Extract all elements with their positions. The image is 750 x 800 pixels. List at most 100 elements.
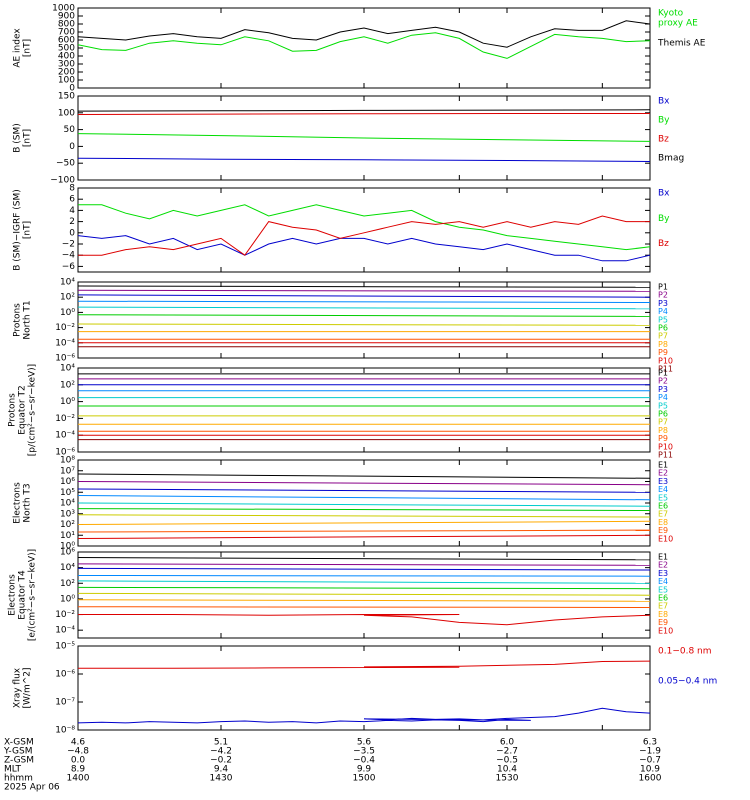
y-tick-label: 8 xyxy=(69,184,75,194)
y-tick-label: 10⁶ xyxy=(60,477,75,487)
series-line xyxy=(77,707,651,724)
legend-entry: E8 xyxy=(658,518,668,527)
legend-entry: P4 xyxy=(658,307,668,316)
x-row-value: 1430 xyxy=(210,774,233,784)
series-line xyxy=(77,502,651,507)
series-line xyxy=(77,113,650,115)
x-row-value: −0.7 xyxy=(639,756,661,766)
legend-entry: Kyoto xyxy=(658,9,684,19)
y-tick-label: 50 xyxy=(64,125,76,135)
y-tick-label: 100 xyxy=(58,108,75,118)
legend-entry: P8 xyxy=(658,426,668,435)
y-tick-label: 500 xyxy=(58,44,75,54)
legend-entry: E5 xyxy=(658,585,668,594)
y-tick-label: 10⁷ xyxy=(60,466,75,476)
series-line xyxy=(77,109,651,112)
series-line xyxy=(77,306,651,310)
series-line xyxy=(77,592,651,596)
series-line xyxy=(77,323,651,326)
y-axis-label: Equator T2 xyxy=(18,385,28,434)
y-axis-label: [nT] xyxy=(23,39,33,57)
legend-entry: P7 xyxy=(658,418,668,427)
y-tick-label: 400 xyxy=(58,52,75,62)
legend-entry: E3 xyxy=(658,569,668,578)
y-tick-label: 700 xyxy=(58,28,75,38)
y-tick-label: 10⁴ xyxy=(60,278,75,288)
legend-entry: E10 xyxy=(658,534,673,543)
y-axis-label: [nT] xyxy=(23,221,33,239)
legend-entry: P3 xyxy=(658,299,668,308)
legend-entry: 0.05−0.4 nm xyxy=(658,677,717,687)
series-line xyxy=(77,133,651,142)
series-line xyxy=(77,157,651,162)
y-tick-label: −6 xyxy=(62,262,76,272)
y-tick-label: 10⁻⁴ xyxy=(55,431,75,441)
x-row-value: 1400 xyxy=(67,774,90,784)
panel-frame xyxy=(77,645,651,731)
y-tick-label: 800 xyxy=(58,20,75,30)
series-line xyxy=(77,285,651,288)
series-line xyxy=(77,481,651,486)
y-tick-label: 10⁵ xyxy=(60,488,75,498)
y-tick-label: 10⁻² xyxy=(55,323,75,333)
y-axis-label: North T1 xyxy=(23,300,33,339)
legend-entry: E1 xyxy=(658,461,668,470)
y-axis-label: Electrons xyxy=(8,574,18,616)
legend-entry: P2 xyxy=(658,291,668,300)
x-row-value: −0.2 xyxy=(210,756,232,766)
series-line xyxy=(78,614,651,626)
y-tick-label: 100 xyxy=(58,76,75,86)
series-line xyxy=(77,488,651,493)
series-line xyxy=(77,567,651,571)
y-tick-label: 10⁻² xyxy=(55,414,75,424)
y-tick-label: 10⁻² xyxy=(55,610,75,620)
legend-entry: Bx xyxy=(658,97,670,107)
y-tick-label: 1000 xyxy=(52,4,75,14)
legend-entry: E4 xyxy=(658,485,668,494)
legend-entry: By xyxy=(658,214,670,224)
x-row-value: −4.8 xyxy=(67,747,89,757)
series-line xyxy=(77,235,651,262)
series-line xyxy=(78,204,651,251)
legend-entry: P1 xyxy=(658,283,668,292)
legend-entry: Bx xyxy=(658,189,670,199)
legend-entry: E9 xyxy=(658,526,668,535)
x-row-value: 4.6 xyxy=(71,738,86,748)
legend-entry: P9 xyxy=(658,434,668,443)
legend-entry: 0.1−0.8 nm xyxy=(658,647,712,657)
y-tick-label: 10⁻⁶ xyxy=(55,354,75,364)
series-line xyxy=(77,563,651,566)
y-tick-label: 10⁰ xyxy=(60,594,75,604)
legend-entry: E4 xyxy=(658,577,668,586)
panel-frame xyxy=(77,187,651,273)
series-line xyxy=(77,300,651,303)
x-row-value: 5.1 xyxy=(214,738,228,748)
legend-entry: Bz xyxy=(658,135,669,145)
y-tick-label: 10¹ xyxy=(60,531,75,541)
legend-entry: Themis AE xyxy=(657,39,706,49)
y-tick-label: 10² xyxy=(60,380,75,390)
x-row-value: −3.5 xyxy=(353,747,375,757)
y-tick-label: 10⁻⁶ xyxy=(55,448,75,458)
y-tick-label: 10⁰ xyxy=(60,397,75,407)
y-tick-label: 0 xyxy=(69,84,75,94)
legend-entry: P10 xyxy=(658,442,673,451)
series-line xyxy=(77,606,651,608)
y-tick-label: 10³ xyxy=(60,509,75,519)
panel-frame xyxy=(77,7,651,89)
y-tick-label: 10⁴ xyxy=(60,563,75,573)
y-tick-label: 10⁴ xyxy=(60,499,75,509)
series-line xyxy=(78,660,651,669)
x-row-label: Z-GSM xyxy=(4,756,34,766)
y-tick-label: 10² xyxy=(60,579,75,589)
series-line xyxy=(77,508,651,511)
series-line xyxy=(77,314,651,317)
y-axis-label: Electrons xyxy=(13,482,23,524)
x-row-value: 1600 xyxy=(639,774,662,784)
x-row-value: 8.9 xyxy=(71,765,86,775)
date-label: 2025 Apr 06 xyxy=(4,783,60,793)
legend-entry: Bmag xyxy=(658,154,684,164)
series-line xyxy=(77,575,651,577)
y-axis-label: [nT] xyxy=(23,129,33,147)
legend-entry: E1 xyxy=(658,553,668,562)
